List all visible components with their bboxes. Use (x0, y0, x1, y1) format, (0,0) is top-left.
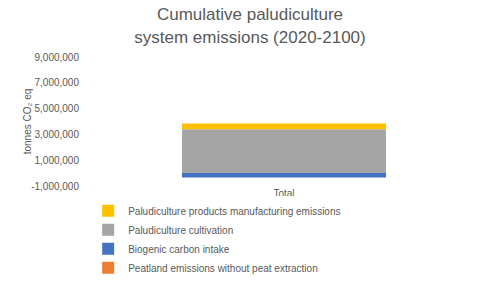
svg-text:9,000,000: 9,000,000 (35, 52, 80, 63)
svg-text:Peatland emissions without pea: Peatland emissions without peat extracti… (128, 263, 318, 274)
svg-text:tonnes CO₂ eq: tonnes CO₂ eq (22, 89, 33, 155)
svg-text:3,000,000: 3,000,000 (35, 129, 80, 140)
svg-text:-1,000,000: -1,000,000 (31, 181, 79, 192)
svg-text:7,000,000: 7,000,000 (35, 77, 80, 88)
svg-text:Total: Total (273, 188, 295, 199)
svg-text:5,000,000: 5,000,000 (35, 103, 80, 114)
svg-text:1,000,000: 1,000,000 (35, 155, 80, 166)
svg-text:Biogenic carbon intake: Biogenic carbon intake (128, 244, 230, 255)
svg-text:Paludiculture cultivation: Paludiculture cultivation (128, 225, 233, 236)
svg-text:Cumulative paludiculturesystem: Cumulative paludiculturesystem emissions… (134, 5, 365, 46)
svg-text:Paludiculture products manufac: Paludiculture products manufacturing emi… (128, 206, 340, 217)
